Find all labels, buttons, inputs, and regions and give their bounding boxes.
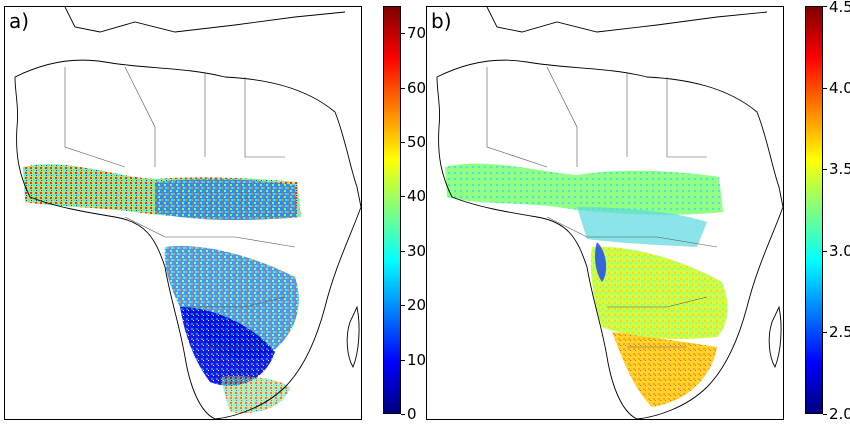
colorbar-tick-label: 2.5	[829, 323, 850, 341]
map-panel-a: a)	[4, 6, 362, 420]
colorbar-tick-label: 0	[407, 405, 417, 423]
map-a-data-layer	[23, 164, 301, 414]
map-a-svg	[14, 7, 361, 419]
panel-label-a: a)	[9, 9, 30, 33]
colorbar-tick-label: 4.0	[829, 79, 850, 97]
colorbar-tick-mark	[401, 142, 405, 143]
colorbar-tick-label: 60	[407, 79, 427, 97]
colorbar-tick-label: 20	[407, 296, 427, 314]
colorbar-tick-mark	[823, 332, 827, 333]
map-a-borders	[64, 66, 296, 348]
colorbar-tick-label: 3.0	[829, 242, 850, 260]
colorbar-tick-mark	[401, 196, 405, 197]
colorbar-tick-mark	[401, 360, 405, 361]
map-b-coastline	[436, 7, 783, 419]
map-b-data-layer	[445, 163, 728, 407]
map-panel-b: b)	[426, 6, 784, 420]
colorbar-tick-mark	[823, 169, 827, 170]
colorbar-tick-label: 30	[407, 242, 427, 260]
colorbar-tick-mark	[401, 305, 405, 306]
colorbar-tick-mark	[823, 6, 827, 7]
colorbar-tick-mark	[401, 88, 405, 89]
colorbar-tick-mark	[401, 33, 405, 34]
map-a-coastline	[14, 7, 361, 419]
map-b-borders	[486, 66, 718, 348]
colorbar-tick-mark	[823, 414, 827, 415]
colorbar-tick-label: 4.5	[829, 0, 850, 16]
colorbar-tick-label: 10	[407, 351, 427, 369]
panel-label-b: b)	[431, 9, 452, 33]
colorbar-tick-label: 3.5	[829, 160, 850, 178]
colorbar-tick-mark	[823, 88, 827, 89]
colorbar-b	[805, 6, 823, 414]
colorbar-tick-mark	[401, 251, 405, 252]
map-b-svg	[436, 7, 783, 419]
colorbar-tick-label: 70	[407, 24, 427, 42]
colorbar-tick-label: 2.0	[829, 405, 850, 423]
colorbar-tick-mark	[401, 414, 405, 415]
colorbar-tick-mark	[823, 251, 827, 252]
colorbar-tick-label: 40	[407, 187, 427, 205]
colorbar-tick-label: 50	[407, 133, 427, 151]
colorbar-a	[383, 6, 401, 414]
